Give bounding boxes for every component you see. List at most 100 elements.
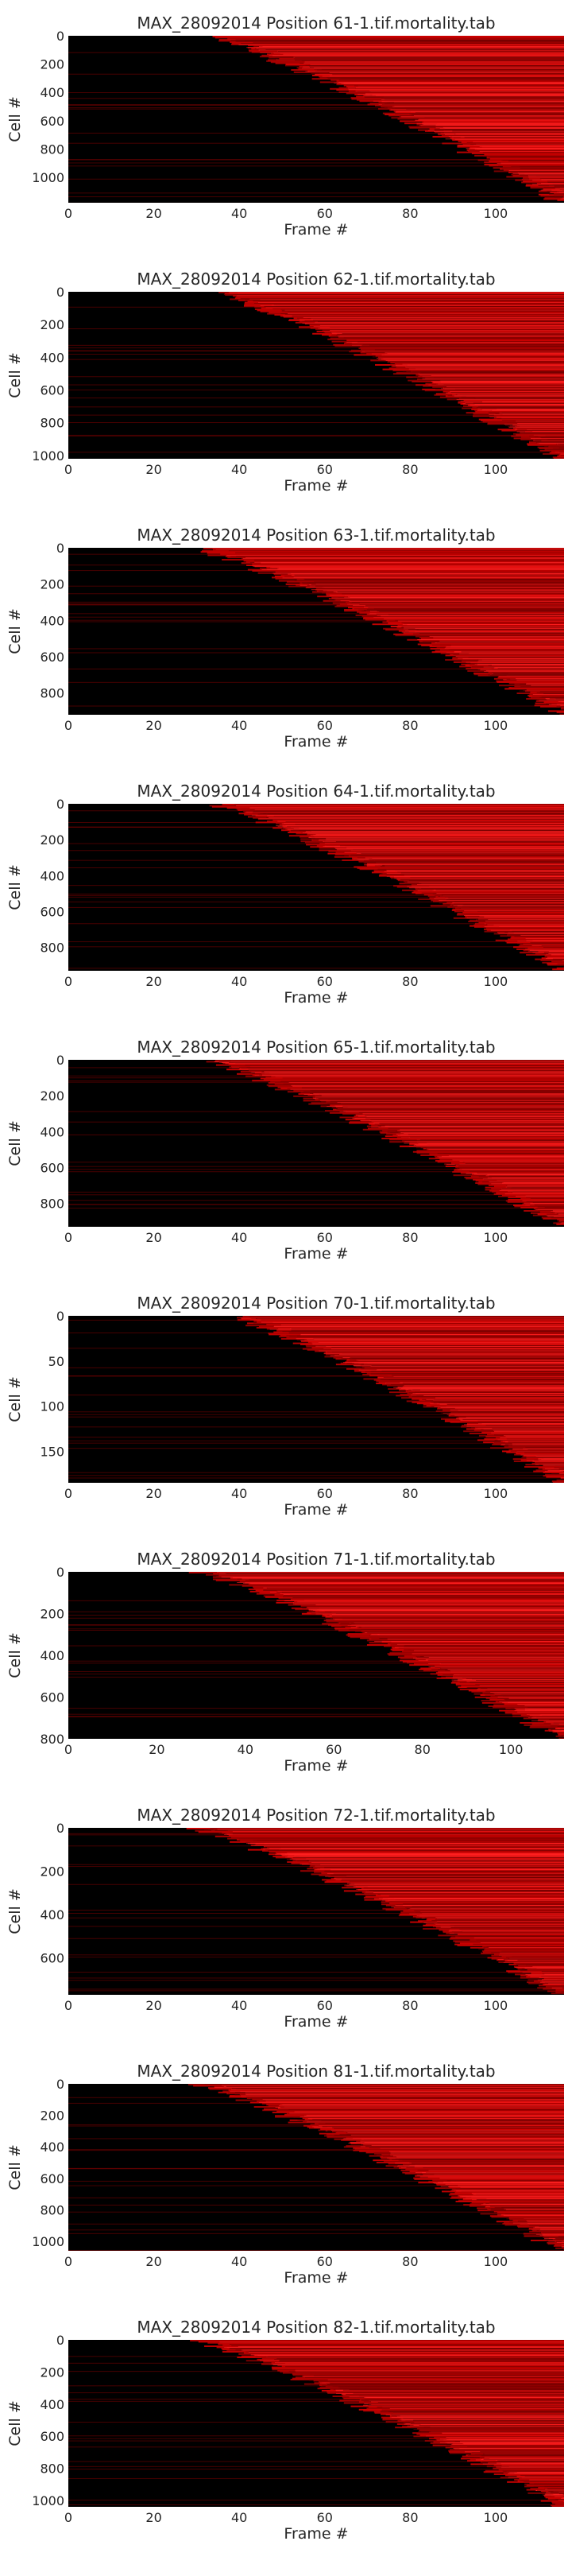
dead-cell-band (381, 1138, 564, 1139)
cell-stripe (448, 1155, 564, 1157)
cell-stripe (516, 1196, 564, 1197)
cell-stripe (315, 1345, 564, 1347)
cell-stripe (287, 1856, 564, 1857)
dead-cell-band (262, 1850, 564, 1852)
artefact-row (68, 384, 564, 386)
cell-stripe (560, 453, 564, 455)
cell-stripe (445, 1676, 564, 1678)
cell-stripe (563, 192, 564, 194)
cell-stripe (415, 1147, 564, 1149)
dead-cell-band (237, 2357, 564, 2358)
cell-stripe (377, 1894, 564, 1895)
dead-cell-band (402, 1651, 564, 1653)
dead-cell-band (484, 153, 564, 156)
artefact-row (68, 1075, 564, 1077)
dead-cell-band (561, 707, 564, 709)
dead-cell-band (530, 187, 564, 189)
cell-stripe (477, 1420, 564, 1422)
dead-cell-band (551, 1992, 564, 1995)
dead-cell-band (243, 560, 564, 562)
dead-cell-band (487, 1433, 564, 1436)
chart-title: MAX_28092014 Position 81-1.tif.mortality… (137, 2062, 495, 2081)
cell-stripe (520, 686, 564, 688)
dead-cell-band (261, 2102, 564, 2105)
y-tick-label: 600 (40, 2171, 64, 2186)
cell-stripe (322, 76, 564, 77)
x-tick-label: 100 (484, 1486, 508, 1501)
dead-cell-band (230, 298, 564, 301)
dead-cell-band (535, 700, 564, 702)
cell-stripe (489, 675, 564, 677)
cell-stripe (332, 74, 564, 76)
cell-stripe (330, 1348, 564, 1350)
cell-stripe (283, 1594, 564, 1596)
cell-stripe (479, 146, 564, 147)
dead-cell-band (435, 131, 564, 134)
dead-cell-band (237, 1839, 564, 1841)
artefact-row (68, 105, 564, 106)
cell-stripe (548, 2491, 564, 2493)
cell-stripe (392, 2412, 564, 2414)
cell-stripe (443, 126, 564, 128)
cell-stripe (481, 2455, 564, 2457)
cell-stripe (330, 1875, 564, 1876)
cell-stripe (471, 665, 564, 667)
cell-stripe (458, 1936, 564, 1937)
cell-stripe (443, 384, 564, 386)
dead-cell-band (425, 1923, 564, 1926)
cell-stripe (390, 1644, 564, 1646)
cell-stripe (505, 1957, 564, 1958)
y-tick-label: 400 (40, 1124, 64, 1139)
dead-cell-band (508, 1449, 564, 1451)
cell-stripe (371, 1121, 564, 1123)
dead-cell-band (471, 2202, 564, 2204)
cell-stripe (535, 442, 564, 443)
artefact-row (68, 2422, 564, 2423)
dead-cell-band (269, 312, 564, 314)
cell-stripe (409, 1907, 564, 1909)
cell-stripe (292, 1857, 564, 1858)
dead-cell-band (281, 2365, 564, 2368)
dead-cell-band (276, 1330, 564, 1333)
artefact-row (68, 1716, 564, 1717)
artefact-row (68, 1845, 564, 1847)
x-tick-label: 0 (64, 1486, 72, 1501)
artefact-row (68, 2504, 564, 2505)
cell-stripe (406, 370, 564, 372)
dead-cell-band (450, 2446, 564, 2447)
cell-stripe (489, 2203, 564, 2205)
cell-stripe (440, 1412, 564, 1414)
dead-cell-band (429, 1153, 564, 1155)
cell-stripe (525, 1195, 564, 1197)
dead-cell-band (376, 1380, 564, 1383)
cell-stripe (503, 2215, 564, 2217)
cell-stripe (365, 857, 564, 859)
cell-stripe (500, 2462, 564, 2464)
cell-stripe (461, 651, 564, 653)
cell-stripe (547, 180, 564, 182)
cell-stripe (419, 124, 564, 126)
cell-stripe (230, 2089, 564, 2090)
dead-cell-band (247, 816, 564, 818)
cell-stripe (444, 647, 564, 649)
cell-stripe (469, 149, 564, 151)
cell-stripe (358, 346, 564, 347)
dead-cell-band (228, 1834, 564, 1837)
cell-stripe (342, 1618, 564, 1620)
dead-cell-band (562, 196, 564, 198)
cell-stripe (352, 1117, 564, 1119)
dead-cell-band (464, 1177, 564, 1178)
cell-stripe (498, 1954, 564, 1956)
cell-stripe (348, 596, 564, 598)
cell-stripe (396, 111, 564, 112)
cell-stripe (560, 455, 564, 456)
cell-stripe (440, 1662, 564, 1664)
cell-stripe (438, 1671, 564, 1673)
cell-stripe (387, 2157, 564, 2159)
cell-stripe (414, 1144, 564, 1145)
dead-cell-band (451, 910, 564, 911)
dead-cell-band (552, 1731, 564, 1733)
cell-stripe (458, 906, 564, 908)
y-tick-label: 400 (40, 1648, 64, 1663)
